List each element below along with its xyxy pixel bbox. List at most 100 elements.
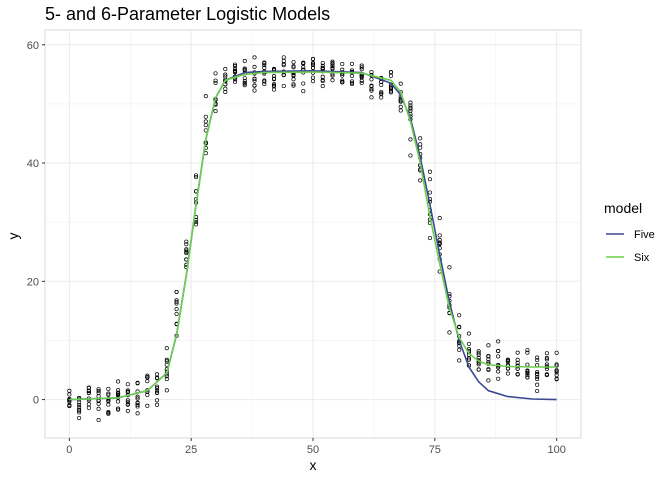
data-point xyxy=(135,400,140,405)
data-point xyxy=(252,64,257,69)
data-point xyxy=(213,78,218,83)
data-point xyxy=(486,367,491,372)
data-point xyxy=(388,85,394,90)
data-point xyxy=(320,84,325,89)
data-point xyxy=(96,388,101,393)
data-point xyxy=(271,84,277,89)
data-point xyxy=(155,384,160,389)
data-point xyxy=(437,237,442,243)
data-point xyxy=(379,91,384,96)
data-point xyxy=(457,358,462,363)
data-point xyxy=(232,64,238,69)
data-point xyxy=(525,375,530,380)
y-axis-ticks: 0 20 40 60 xyxy=(27,40,45,407)
data-point xyxy=(232,69,238,74)
legend-label-five: Five xyxy=(634,229,655,241)
data-point xyxy=(310,62,316,67)
data-point xyxy=(476,362,481,367)
data-point xyxy=(496,354,501,359)
data-point xyxy=(242,79,247,84)
data-point xyxy=(320,63,325,68)
data-point xyxy=(281,83,286,89)
data-point xyxy=(184,239,189,244)
data-point xyxy=(369,70,374,75)
fit-lines xyxy=(69,70,557,401)
data-point xyxy=(155,398,160,403)
data-point xyxy=(554,376,559,381)
data-point xyxy=(359,80,364,85)
data-point xyxy=(203,94,208,99)
data-point xyxy=(535,357,540,363)
data-point xyxy=(86,385,91,390)
data-point xyxy=(515,360,520,365)
data-point xyxy=(145,379,150,384)
series-line-six xyxy=(69,71,557,401)
data-point xyxy=(194,173,199,178)
data-point xyxy=(291,83,296,88)
data-point xyxy=(262,63,267,68)
data-point xyxy=(505,371,510,376)
data-point xyxy=(125,402,130,407)
data-point xyxy=(281,55,286,60)
data-point xyxy=(77,402,82,408)
data-point xyxy=(535,375,540,380)
data-point xyxy=(535,376,540,382)
data-point xyxy=(535,355,540,360)
data-point xyxy=(271,82,277,87)
data-point xyxy=(457,347,462,352)
data-point xyxy=(125,390,130,395)
data-point xyxy=(223,74,228,79)
data-point xyxy=(515,350,520,355)
data-point xyxy=(232,66,238,71)
data-point xyxy=(203,114,208,119)
data-point xyxy=(291,60,296,65)
data-point xyxy=(213,109,218,114)
data-point xyxy=(388,90,394,95)
data-point xyxy=(125,398,130,403)
data-point xyxy=(554,350,559,355)
data-point xyxy=(135,396,140,401)
data-point xyxy=(262,78,267,83)
data-point xyxy=(232,79,238,84)
data-point xyxy=(125,408,130,413)
data-point xyxy=(427,177,432,182)
data-point xyxy=(330,73,335,78)
data-point xyxy=(145,403,150,408)
x-axis-ticks: 0 25 50 75 100 xyxy=(66,438,566,456)
data-point xyxy=(369,88,374,93)
data-point xyxy=(359,65,364,70)
data-point xyxy=(184,247,189,252)
data-point xyxy=(106,392,111,397)
data-point xyxy=(408,100,413,105)
data-point xyxy=(330,64,335,69)
data-point xyxy=(106,386,111,391)
data-point xyxy=(174,289,179,295)
data-point xyxy=(340,78,345,83)
legend: model Five Six xyxy=(604,200,655,264)
plot-panel xyxy=(44,29,582,439)
data-point xyxy=(330,61,335,66)
data-point xyxy=(554,370,559,375)
data-point xyxy=(232,62,238,67)
y-tick-label: 40 xyxy=(27,158,39,170)
data-point xyxy=(486,378,491,383)
data-point xyxy=(301,81,306,86)
y-tick-label: 20 xyxy=(27,276,39,288)
data-point xyxy=(184,248,189,253)
data-point xyxy=(174,307,179,312)
data-point xyxy=(320,74,325,79)
data-point xyxy=(486,354,491,359)
data-point xyxy=(525,350,530,355)
data-point xyxy=(398,81,403,86)
data-point xyxy=(184,250,189,255)
data-point xyxy=(96,406,101,411)
x-tick-label: 25 xyxy=(185,444,197,456)
x-tick-label: 0 xyxy=(66,444,72,456)
data-point xyxy=(349,61,355,66)
data-point xyxy=(213,80,218,85)
data-point xyxy=(554,368,559,373)
data-point xyxy=(77,415,82,421)
data-point xyxy=(135,394,140,399)
data-point xyxy=(242,81,247,86)
data-point xyxy=(301,60,306,65)
